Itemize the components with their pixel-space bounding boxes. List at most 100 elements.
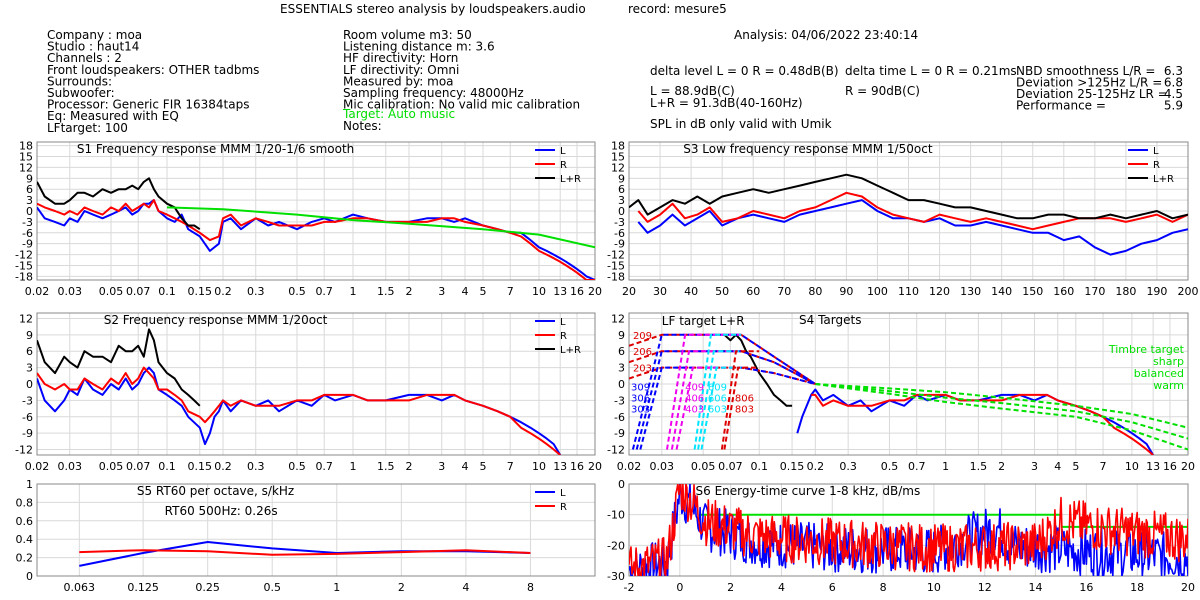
x-tick-label: -2 [624,581,635,594]
x-tick-label: 20 [622,285,636,298]
x-tick-label: 0.5 [288,285,306,298]
info-line: LF directivity: Omni [343,63,459,77]
x-tick-label: 0.05 [691,460,716,473]
series-line-r [37,366,561,455]
x-tick-label: 0.3 [247,285,265,298]
x-tick-label: 2 [398,581,405,594]
chart-subtitle: RT60 500Hz: 0.26s [165,504,278,518]
x-tick-label: 1.5 [970,460,988,473]
y-tick-label: 3 [618,194,625,207]
x-tick-label: 80 [808,285,822,298]
x-tick-label: 5 [480,285,487,298]
y-tick-label: 12 [19,161,33,174]
y-tick-label: 0.6 [16,515,34,528]
x-tick-label: 0.5 [263,581,281,594]
legend-label: R [560,160,567,171]
y-tick-label: 15 [19,151,33,164]
x-tick-label: 1 [942,460,949,473]
y-tick-label: -12 [15,444,33,457]
metric-label: Deviation >125Hz L/R = [1016,76,1162,90]
info-line: Front loudspeakers: OTHER tadbms [47,63,259,77]
x-tick-label: 2 [406,285,413,298]
series-line-209 [629,333,816,385]
x-tick-label: 4 [461,285,468,298]
y-tick-label: 9 [618,172,625,185]
y-tick-label: 12 [19,312,33,325]
x-tick-label: 0.05 [99,460,124,473]
charts-layer: 0.02 0.03 0.05 0.07 0.1 0.15 0.2 0.3 0.5 0.7 1 1.5 2… [15,140,1198,594]
info-line: Company : moa [47,28,142,42]
info-line: Listening distance m: 3.6 [343,40,495,54]
series-line-803 [723,366,760,450]
x-tick-label: 50 [715,285,729,298]
analysis-date: Analysis: 04/06/2022 23:40:14 [734,28,918,42]
y-tick-label: 6 [618,345,625,358]
chart-s4: 0.02 0.03 0.05 0.07 0.1 0.15 0.2 0.3 0.5 0.7 1 1.5 2… [607,312,1195,473]
spl-left-right: L+R = 91.3dB(40-160Hz) [650,96,803,110]
y-tick-label: -30 [607,570,625,583]
x-tick-label: 90 [839,285,853,298]
y-tick-label: 6 [26,345,33,358]
y-tick-label: 12 [611,161,625,174]
series-group [629,333,1188,455]
x-tick-label: 0.03 [58,460,83,473]
y-tick-label: 0.4 [16,533,34,546]
series-line-l-r [629,173,1188,220]
y-tick-label: -20 [607,539,625,552]
x-tick-label: 0.1 [158,285,176,298]
series-line-606 [697,350,742,450]
info-line: Measured by: moa [343,74,454,88]
x-tick-label: 7 [1100,460,1107,473]
spl-right: R = 90dB(C) [845,84,920,98]
y-tick-label: 3 [26,194,33,207]
x-tick-label: 1 [333,581,340,594]
target-label: 209 [633,331,652,342]
x-tick-label: 100 [867,285,888,298]
y-tick-label: 1 [26,478,33,491]
x-tick-label: 1 [350,285,357,298]
x-tick-label: 0.2 [807,460,825,473]
y-tick-label: -6 [614,227,625,240]
plot-frame [36,141,596,281]
x-tick-label: 13 [1146,460,1160,473]
info-line: LFtarget: 100 [47,121,128,135]
timbre-label: balanced [1134,367,1184,380]
target-label: 306 [631,394,650,405]
x-tick-label: 0.125 [127,581,159,594]
y-tick-label: -12 [15,249,33,262]
x-tick-label: 1 [350,460,357,473]
delta-level: delta level L = 0 R = 0.48dB(B) [650,64,839,78]
x-tick-label: 200 [1178,285,1199,298]
x-tick-label: 20 [588,285,602,298]
legend-label: R [560,331,567,342]
info-line: Eq: Measured with EQ [47,109,179,123]
series-line-r [79,549,531,556]
y-tick-label: -3 [22,394,33,407]
x-tick-label: 0.15 [188,460,213,473]
x-tick-label: 16 [1163,460,1177,473]
x-tick-label: 0.07 [718,460,743,473]
legend-label: L [1153,146,1159,157]
x-tick-label: 8 [527,581,534,594]
target-label: 203 [633,364,652,375]
target-label: 309 [631,383,650,394]
series-line-balanced [815,383,1188,440]
y-tick-label: -18 [607,270,625,283]
metric-value: 6.3 [1164,64,1183,78]
y-tick-label: -6 [22,411,33,424]
x-tick-label: 0.063 [64,581,96,594]
y-tick-label: -6 [614,411,625,424]
info-line: Room volume m3: 50 [343,28,472,42]
y-tick-label: 12 [611,312,625,325]
x-tick-label: 12 [978,581,992,594]
x-tick-label: 6 [829,581,836,594]
x-tick-label: 140 [991,285,1012,298]
legend-label: L [560,488,566,499]
series-line-target [166,206,595,249]
x-tick-label: 0 [676,581,683,594]
series-line-l [37,199,595,280]
y-tick-label: -18 [15,270,33,283]
legend-label: R [1153,160,1160,171]
